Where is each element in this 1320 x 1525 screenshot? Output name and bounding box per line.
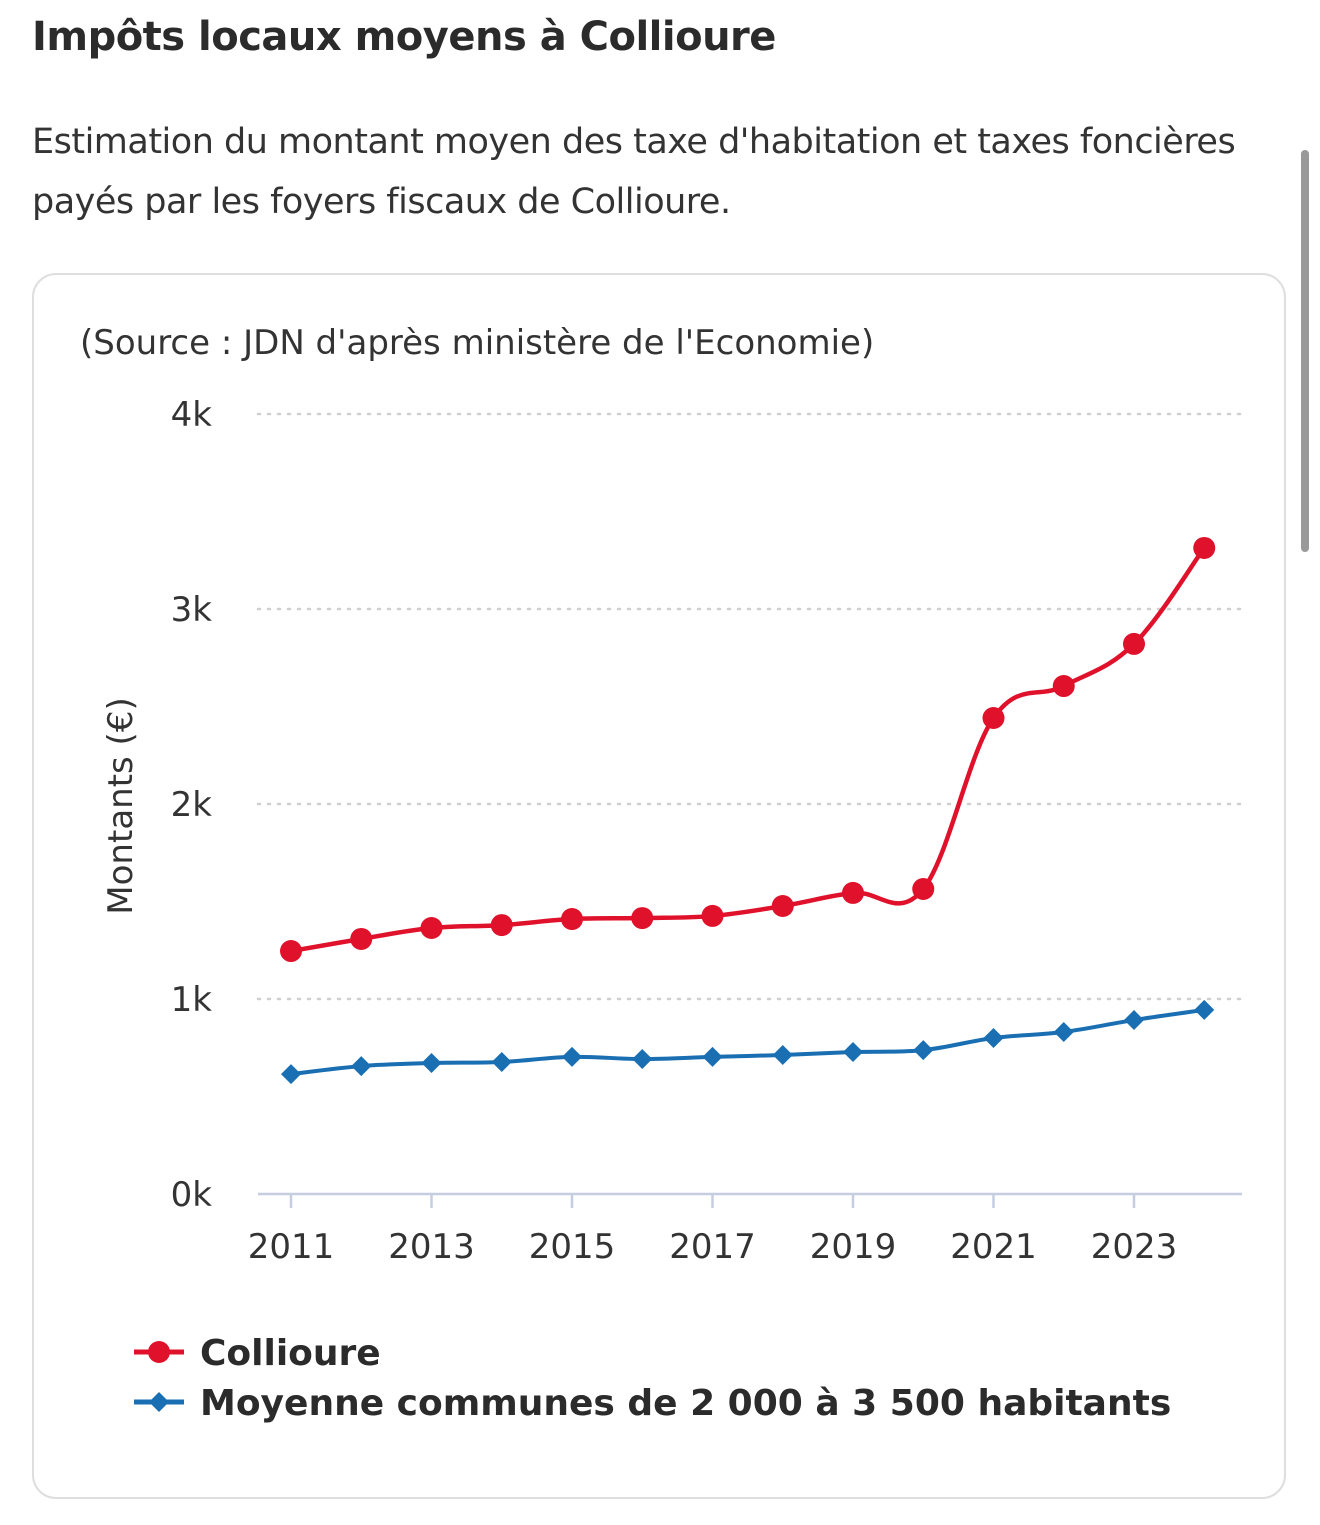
data-point [281,1064,301,1085]
data-point [983,1028,1004,1048]
page-subtitle: Estimation du montant moyen des taxe d'h… [32,122,1236,222]
legend-label: Moyenne communes de 2 000 à 3 500 habita… [200,1383,1171,1424]
legend-marker [149,1392,169,1412]
data-point [632,1049,653,1070]
data-point [702,1046,723,1067]
data-point [562,1046,582,1067]
y-tick-label: 3k [171,590,213,630]
data-point [842,881,864,904]
data-point [490,914,513,937]
data-point [280,940,302,963]
data-point [982,707,1005,730]
data-point [701,904,724,927]
data-point [491,1051,512,1072]
data-point [912,878,935,901]
chart-card [32,273,1286,1499]
page-title: Impôts locaux moyens à Collioure [32,14,776,60]
data-point [771,894,794,917]
data-point [772,1044,793,1065]
scrollbar[interactable] [1301,150,1309,552]
data-point [1123,632,1145,655]
x-tick-label: 2021 [950,1227,1037,1267]
x-tick-label: 2019 [810,1227,897,1267]
y-tick-label: 1k [171,980,213,1020]
y-axis-label: Montants (€) [101,697,141,914]
data-point [631,907,654,930]
chart-source: (Source : JDN d'après ministère de l'Eco… [80,323,874,363]
legend-label: Collioure [200,1333,381,1374]
y-tick-label: 4k [171,395,213,435]
data-point [913,1040,934,1061]
data-point [1053,1021,1074,1042]
y-tick-label: 2k [171,785,213,825]
x-tick-label: 2023 [1091,1227,1178,1267]
data-point [421,1052,442,1073]
data-point [351,1056,372,1077]
data-point [350,927,373,950]
x-tick-label: 2015 [529,1227,616,1267]
data-point [561,908,583,931]
data-point [843,1042,863,1063]
data-point [1194,999,1215,1020]
legend-marker [148,1341,170,1363]
data-point [420,917,443,940]
data-point [1124,1010,1144,1031]
data-point [1193,536,1216,559]
x-tick-label: 2011 [248,1227,335,1267]
data-point [1052,675,1075,698]
y-tick-label: 0k [171,1175,213,1215]
x-tick-label: 2013 [388,1227,475,1267]
x-tick-label: 2017 [669,1227,756,1267]
